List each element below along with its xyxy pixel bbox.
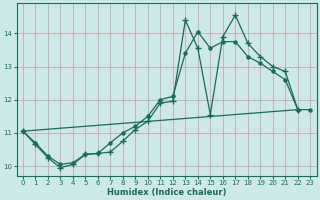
X-axis label: Humidex (Indice chaleur): Humidex (Indice chaleur)	[107, 188, 226, 197]
